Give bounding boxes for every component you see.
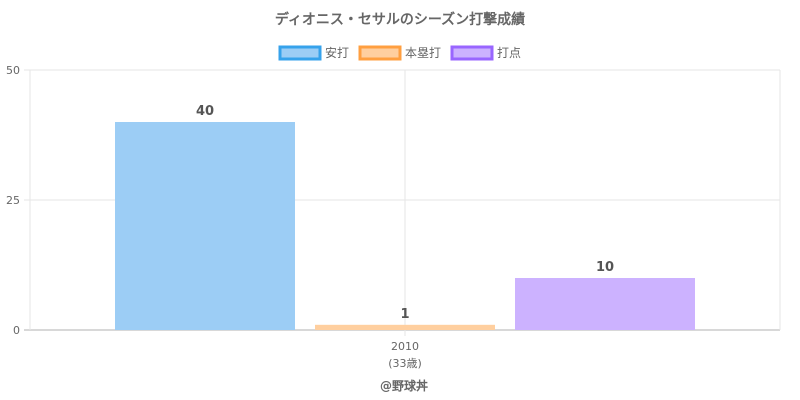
bar xyxy=(315,324,495,330)
x-tick-label: 2010 xyxy=(391,340,419,353)
legend-item: 本塁打 xyxy=(358,45,441,61)
legend-swatch xyxy=(278,45,322,61)
data-label: 10 xyxy=(596,260,614,275)
legend-item: 安打 xyxy=(278,45,349,61)
x-tick-sublabel: (33歳) xyxy=(388,357,422,370)
legend: 安打 本塁打 打点 xyxy=(278,45,521,61)
bars xyxy=(115,122,695,330)
credit: @野球丼 xyxy=(380,378,428,393)
data-labels: 40 1 10 xyxy=(196,104,614,322)
legend-swatch xyxy=(450,45,494,61)
legend-label: 安打 xyxy=(325,45,349,60)
y-tick-label: 0 xyxy=(13,324,20,337)
bar xyxy=(115,122,295,330)
legend-swatch xyxy=(358,45,402,61)
data-label: 40 xyxy=(196,104,214,119)
data-label: 1 xyxy=(400,307,409,322)
chart-title: ディオニス・セサルのシーズン打撃成績 xyxy=(275,11,525,28)
legend-item: 打点 xyxy=(450,45,521,61)
legend-label: 本塁打 xyxy=(405,46,441,60)
y-tick-label: 25 xyxy=(6,194,20,207)
legend-label: 打点 xyxy=(497,46,521,60)
axes: 0 25 50 2010 (33歳) xyxy=(6,64,422,370)
y-tick-label: 50 xyxy=(6,64,20,77)
bar xyxy=(515,278,695,330)
